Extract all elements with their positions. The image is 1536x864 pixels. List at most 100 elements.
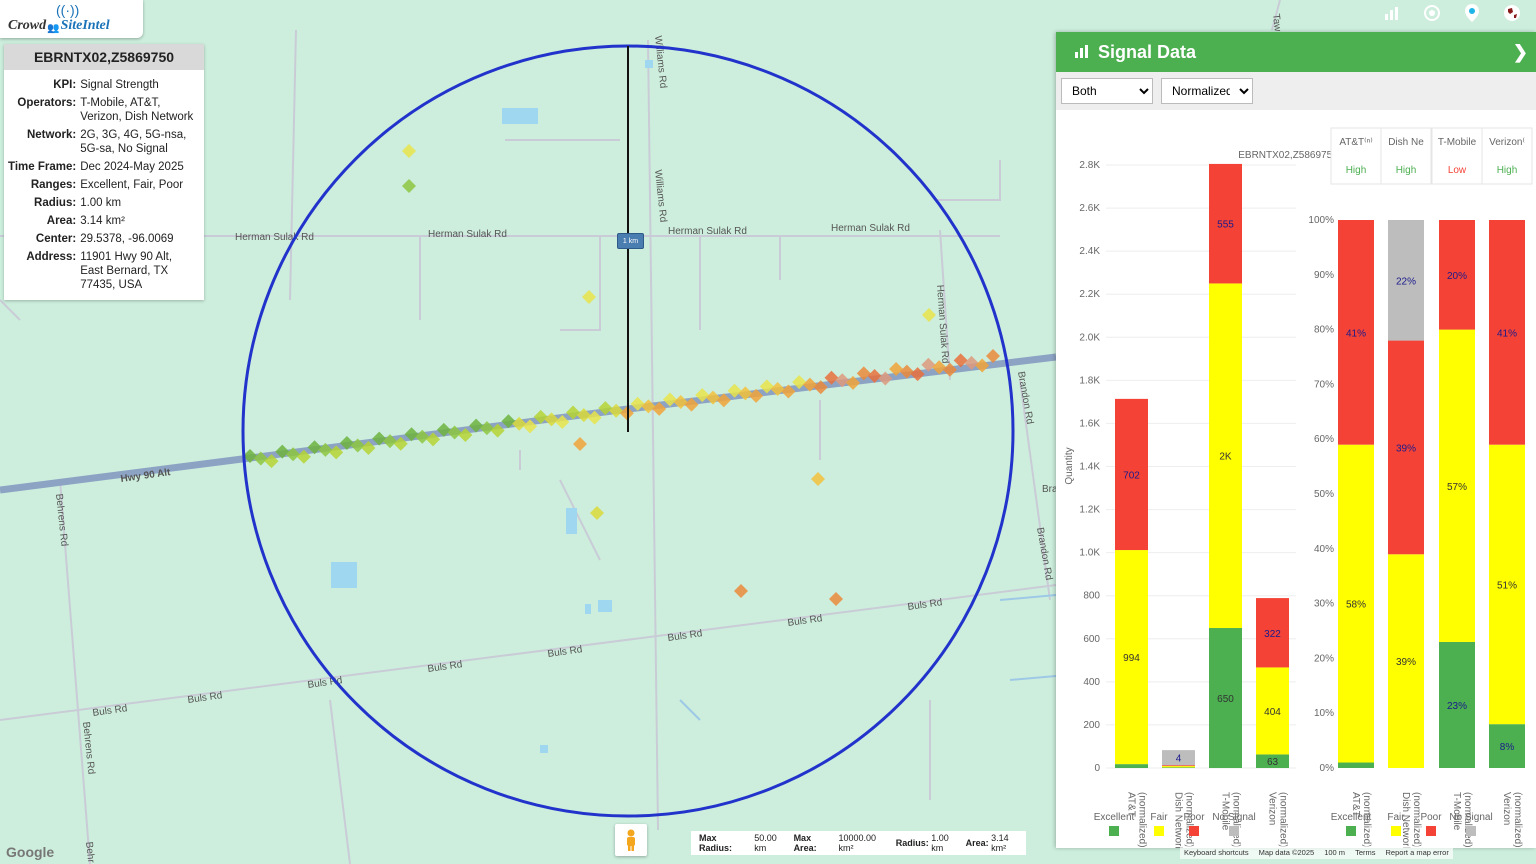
signal-point[interactable] <box>329 445 344 460</box>
signal-point[interactable] <box>899 364 914 379</box>
signal-point[interactable] <box>286 447 301 462</box>
signal-point[interactable] <box>932 360 947 375</box>
signal-point[interactable] <box>630 396 645 411</box>
signal-point[interactable] <box>318 442 333 457</box>
signal-point[interactable] <box>727 383 742 398</box>
signal-point[interactable] <box>582 290 596 304</box>
signal-point[interactable] <box>695 388 710 403</box>
signal-point[interactable] <box>867 368 882 383</box>
signal-point[interactable] <box>469 418 484 433</box>
target-button[interactable] <box>1414 0 1450 30</box>
terms-link[interactable]: Terms <box>1355 848 1376 857</box>
legend-swatch[interactable] <box>1391 826 1401 836</box>
signal-point[interactable] <box>555 414 570 429</box>
signal-point[interactable] <box>942 362 957 377</box>
signal-point[interactable] <box>415 429 430 444</box>
signal-point[interactable] <box>829 592 843 606</box>
signal-point[interactable] <box>587 410 602 425</box>
signal-point[interactable] <box>402 179 416 193</box>
signal-point[interactable] <box>673 395 688 410</box>
signal-point[interactable] <box>846 375 861 390</box>
signal-point[interactable] <box>878 371 893 386</box>
signal-point[interactable] <box>533 409 548 424</box>
legend-swatch[interactable] <box>1154 826 1164 836</box>
signal-point[interactable] <box>426 432 441 447</box>
signal-point[interactable] <box>953 353 968 368</box>
legend-swatch[interactable] <box>1229 826 1239 836</box>
signal-point[interactable] <box>490 423 505 438</box>
signal-point[interactable] <box>684 397 699 412</box>
legend-swatch[interactable] <box>1109 826 1119 836</box>
signal-point[interactable] <box>921 357 936 372</box>
report-map-error-link[interactable]: Report a map error <box>1385 848 1449 857</box>
signal-point[interactable] <box>652 401 667 416</box>
signal-point[interactable] <box>361 441 376 456</box>
signal-point[interactable] <box>986 349 1000 363</box>
signal-point[interactable] <box>436 422 451 437</box>
signal-point[interactable] <box>544 412 559 427</box>
signal-point[interactable] <box>512 416 527 431</box>
signal-point[interactable] <box>296 449 311 464</box>
signal-point[interactable] <box>382 434 397 449</box>
signal-point[interactable] <box>759 379 774 394</box>
signal-point[interactable] <box>522 419 537 434</box>
signal-point[interactable] <box>404 427 419 442</box>
signal-point[interactable] <box>910 367 925 382</box>
signal-point[interactable] <box>662 392 677 407</box>
signal-point[interactable] <box>576 408 591 423</box>
signal-point[interactable] <box>566 405 581 420</box>
street-view-pegman-icon[interactable] <box>615 824 647 856</box>
chevron-right-icon[interactable]: ❯ <box>1512 42 1528 62</box>
chart-button[interactable] <box>1374 0 1410 30</box>
signal-point[interactable] <box>716 393 731 408</box>
signal-point[interactable] <box>835 373 850 388</box>
signal-point[interactable] <box>792 375 807 390</box>
signal-point[interactable] <box>402 144 416 158</box>
signal-point[interactable] <box>802 377 817 392</box>
keyboard-shortcuts-link[interactable]: Keyboard shortcuts <box>1184 848 1249 857</box>
signal-point[interactable] <box>770 381 785 396</box>
signal-point[interactable] <box>590 506 604 520</box>
legend-swatch[interactable] <box>1346 826 1356 836</box>
signal-point[interactable] <box>706 390 721 405</box>
signal-point[interactable] <box>479 421 494 436</box>
signal-point[interactable] <box>573 437 587 451</box>
globe-button[interactable] <box>1494 0 1530 30</box>
signal-point[interactable] <box>307 440 322 455</box>
signal-point[interactable] <box>856 366 871 381</box>
signal-point[interactable] <box>749 388 764 403</box>
signal-point[interactable] <box>264 454 279 469</box>
legend-swatch[interactable] <box>1426 826 1436 836</box>
mode-select[interactable]: Normalized <box>1161 78 1253 104</box>
signal-point[interactable] <box>738 386 753 401</box>
signal-point[interactable] <box>339 435 354 450</box>
signal-point[interactable] <box>781 384 796 399</box>
signal-point[interactable] <box>619 406 634 421</box>
signal-point[interactable] <box>889 362 904 377</box>
signal-point[interactable] <box>813 380 828 395</box>
signal-point[interactable] <box>811 472 825 486</box>
signal-point[interactable] <box>824 370 839 385</box>
signal-point[interactable] <box>641 399 656 414</box>
signal-point[interactable] <box>393 436 408 451</box>
location-button[interactable] <box>1454 0 1490 30</box>
signal-point[interactable] <box>501 414 516 429</box>
signal-point[interactable] <box>922 308 936 322</box>
signal-point[interactable] <box>372 431 387 446</box>
operator-select[interactable]: Both <box>1061 78 1153 104</box>
signal-point[interactable] <box>734 584 748 598</box>
signal-points[interactable] <box>243 144 1000 606</box>
info-row: Time Frame: Dec 2024-May 2025 <box>6 158 200 176</box>
legend-swatch[interactable] <box>1466 826 1476 836</box>
signal-point[interactable] <box>275 444 290 459</box>
signal-point[interactable] <box>975 358 990 373</box>
signal-point[interactable] <box>447 425 462 440</box>
signal-point[interactable] <box>253 451 268 466</box>
signal-point[interactable] <box>964 355 979 370</box>
signal-point[interactable] <box>458 428 473 443</box>
signal-point[interactable] <box>350 438 365 453</box>
legend-swatch[interactable] <box>1189 826 1199 836</box>
signal-point[interactable] <box>243 449 257 463</box>
signal-point[interactable] <box>609 403 624 418</box>
signal-point[interactable] <box>598 401 613 416</box>
